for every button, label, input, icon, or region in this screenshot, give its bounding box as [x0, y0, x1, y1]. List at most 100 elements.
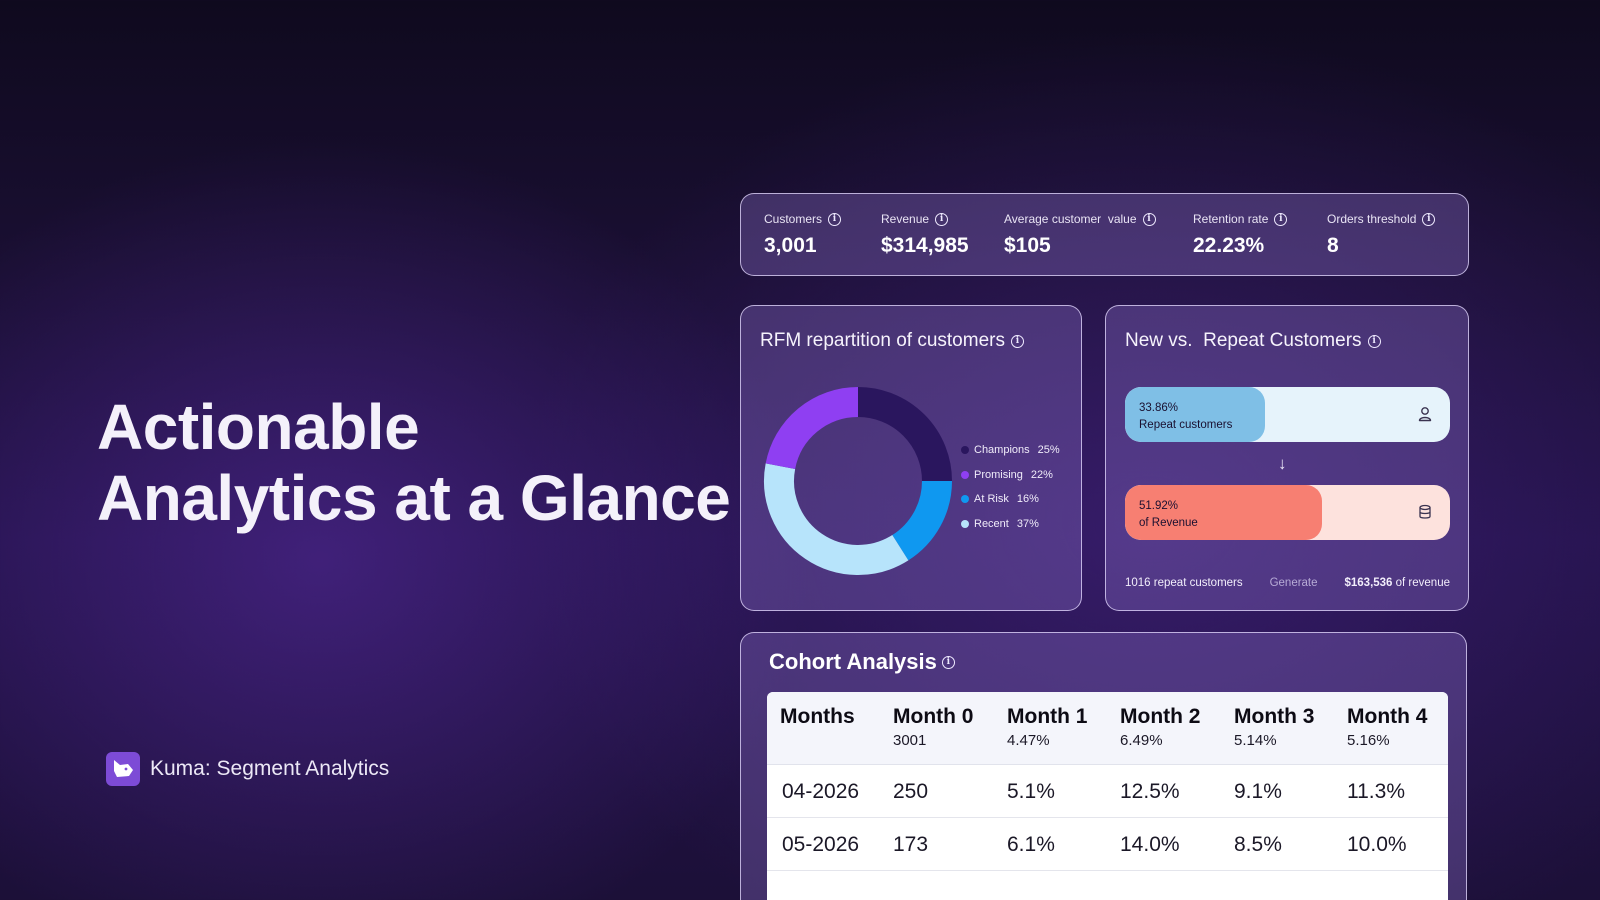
table-cell: 6.1%: [1007, 833, 1055, 856]
table-header-cell: Month 3 5.14%: [1234, 705, 1314, 749]
legend-label: Recent: [974, 517, 1009, 530]
cohort-table: Months Month 0 3001 Month 1 4.47% Month …: [767, 692, 1448, 900]
info-icon[interactable]: i: [1142, 212, 1156, 226]
kpi-label: Average customer value: [1004, 212, 1137, 226]
user-icon: [1418, 407, 1432, 422]
cohort-title-text: Cohort Analysis: [769, 649, 937, 674]
kpi-value: $314,985: [881, 234, 969, 257]
rfm-title-text: RFM repartition of customers: [760, 330, 1005, 351]
legend-pct: 25%: [1037, 444, 1060, 457]
table-cell: 9.1%: [1234, 780, 1282, 803]
kpi-average-customer-value: Average customer value i $105: [1004, 212, 1156, 258]
table-header-cell: Month 2 6.49%: [1120, 705, 1200, 749]
repeat-revenue-summary: $163,536 of revenue: [1344, 577, 1450, 589]
rfm-card: RFM repartition of customers i Champions…: [740, 305, 1082, 611]
header-label: Month 1: [1007, 705, 1088, 728]
header-label: Months: [780, 705, 855, 728]
header-label: Month 2: [1120, 705, 1201, 728]
table-cell: 10.0%: [1347, 833, 1407, 856]
legend-label: At Risk: [974, 493, 1009, 506]
revenue-bar: 51.92% of Revenue: [1125, 485, 1450, 540]
info-icon[interactable]: i: [1010, 334, 1024, 348]
header-sublabel: 5.14%: [1234, 732, 1277, 749]
revenue-label: of Revenue: [1139, 517, 1198, 529]
header-label: Month 4: [1347, 705, 1428, 728]
repeat-customers-bar-text: 33.86% Repeat customers: [1139, 400, 1232, 434]
repeat-customers-bar: 33.86% Repeat customers: [1125, 387, 1450, 442]
table-cell: 14.0%: [1120, 833, 1180, 856]
table-cell: 5.1%: [1007, 780, 1055, 803]
header-sublabel: 6.49%: [1120, 732, 1163, 749]
repeat-customers-pct: 33.86%: [1139, 402, 1179, 414]
info-icon[interactable]: i: [1422, 212, 1436, 226]
table-row[interactable]: 04-2026 250 5.1% 12.5% 9.1% 11.3%: [767, 765, 1448, 818]
info-icon[interactable]: i: [828, 212, 842, 226]
rfm-title: RFM repartition of customers i: [760, 330, 1024, 352]
kpi-retention-rate: Retention rate i 22.23%: [1193, 212, 1288, 258]
table-cell: 8.5%: [1234, 833, 1282, 856]
generate-link[interactable]: Generate: [1269, 577, 1318, 589]
legend-dot: [961, 495, 969, 504]
donut-slice-recent[interactable]: [764, 463, 909, 575]
legend-pct: 16%: [1016, 493, 1039, 506]
header-label: Month 0: [893, 705, 974, 728]
hero-title-line1: Actionable: [97, 391, 420, 463]
legend-item: Promising 22%: [961, 463, 1060, 488]
revenue-pct: 51.92%: [1139, 500, 1179, 512]
info-icon[interactable]: i: [941, 655, 955, 669]
database-icon: [1419, 504, 1431, 519]
kpi-value: $105: [1004, 234, 1051, 257]
table-header-row: Months Month 0 3001 Month 1 4.47% Month …: [767, 692, 1448, 765]
kpi-orders-threshold: Orders threshold i 8: [1327, 212, 1436, 258]
legend-item: At Risk 16%: [961, 487, 1060, 512]
legend-item: Recent 37%: [961, 512, 1060, 537]
table-row[interactable]: 05-2026 173 6.1% 14.0% 8.5% 10.0%: [767, 818, 1448, 871]
repeat-revenue-suffix: of revenue: [1392, 577, 1450, 589]
header-label: Month 3: [1234, 705, 1315, 728]
revenue-bar-text: 51.92% of Revenue: [1139, 498, 1198, 532]
legend-label: Promising: [974, 468, 1023, 481]
header-sublabel: 3001: [893, 732, 927, 749]
brand-name: Kuma: Segment Analytics: [150, 757, 390, 780]
new-vs-repeat-title-text: New vs. Repeat Customers: [1125, 330, 1362, 351]
kpi-summary-card: Customers i 3,001 Revenue i $314,985 Avera…: [740, 193, 1469, 276]
hero-title: Actionable Analytics at a Glance: [97, 391, 731, 534]
legend-dot: [961, 446, 969, 455]
info-icon[interactable]: i: [1274, 212, 1288, 226]
kpi-value: 3,001: [764, 234, 817, 257]
donut-slice-promising[interactable]: [765, 387, 859, 470]
rfm-legend: Champions 25% Promising 22% At Risk 16% …: [961, 438, 1060, 536]
legend-dot: [961, 470, 969, 479]
repeat-customers-bar-fill: [1125, 387, 1265, 442]
kpi-label: Revenue: [881, 212, 930, 226]
kpi-revenue: Revenue i $314,985: [881, 212, 969, 258]
header-sublabel: 5.16%: [1347, 732, 1390, 749]
info-icon[interactable]: i: [1367, 334, 1381, 348]
table-header-cell: Month 0 3001: [893, 705, 973, 749]
repeat-revenue-amount: $163,536: [1344, 577, 1393, 589]
cohort-analysis-card: Cohort Analysis i Months Month 0 3001 Mo…: [740, 632, 1467, 900]
new-vs-repeat-title: New vs. Repeat Customers i: [1125, 330, 1381, 352]
legend-pct: 37%: [1016, 517, 1039, 530]
table-cell: 250: [893, 780, 929, 803]
donut-slice-at-risk[interactable]: [891, 480, 952, 561]
info-icon[interactable]: i: [935, 212, 949, 226]
legend-item: Champions 25%: [961, 438, 1060, 463]
kpi-value: 8: [1327, 234, 1339, 257]
table-cell: 05-2026: [782, 833, 860, 856]
table-row[interactable]: [767, 871, 1448, 900]
new-vs-repeat-card: New vs. Repeat Customers i 33.86% Repeat…: [1105, 305, 1469, 611]
legend-dot: [961, 519, 969, 528]
hero-title-line2: Analytics at a Glance: [97, 462, 731, 534]
table-cell: 11.3%: [1347, 780, 1405, 803]
legend-pct: 22%: [1030, 468, 1053, 481]
kpi-label: Customers: [764, 212, 823, 226]
table-cell: 12.5%: [1120, 780, 1180, 803]
kpi-customers: Customers i 3,001: [764, 212, 842, 258]
rfm-donut-chart: [764, 387, 952, 575]
table-cell: 173: [893, 833, 929, 856]
donut-slice-champions[interactable]: [857, 387, 952, 482]
brand: Kuma: Segment Analytics: [106, 752, 389, 786]
kpi-label: Orders threshold: [1327, 212, 1417, 226]
cohort-title: Cohort Analysis i: [769, 649, 955, 675]
